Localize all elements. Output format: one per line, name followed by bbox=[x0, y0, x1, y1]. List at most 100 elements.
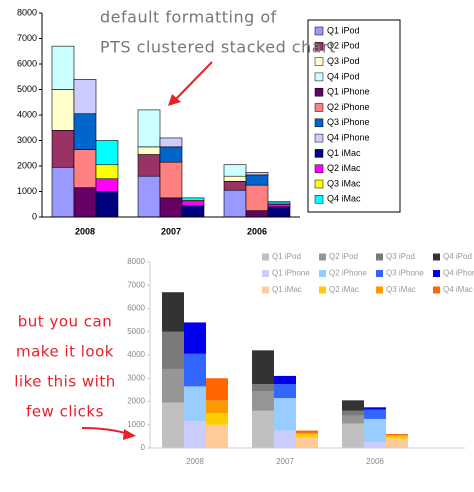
legend-label: Q2 iMac bbox=[327, 163, 361, 173]
bar-segment bbox=[137, 175, 161, 218]
bar-segment bbox=[252, 350, 274, 385]
bar-segment bbox=[162, 402, 184, 448]
legend-swatch bbox=[262, 270, 269, 277]
bar-segment bbox=[206, 378, 228, 401]
bar-segment bbox=[73, 79, 97, 115]
y-tick-label: 8000 bbox=[127, 257, 145, 266]
y-tick-label: 7000 bbox=[127, 280, 145, 289]
x-tick-label: 2008 bbox=[75, 226, 95, 236]
legend-swatch bbox=[433, 286, 440, 294]
bar-segment bbox=[184, 322, 206, 354]
y-tick-label: 7000 bbox=[17, 33, 37, 43]
arrow-head bbox=[168, 94, 181, 106]
bar-segment bbox=[51, 166, 75, 218]
bar-segment bbox=[386, 435, 408, 437]
bar-segment bbox=[267, 203, 291, 208]
legend-label: Q3 iPod bbox=[327, 56, 360, 66]
bar-segment bbox=[274, 384, 296, 399]
bar-segment bbox=[245, 172, 269, 176]
arrow bbox=[81, 427, 129, 435]
legend-label: Q3 iPod bbox=[386, 252, 415, 261]
legend-swatch bbox=[314, 26, 324, 36]
annotation: like this with bbox=[14, 373, 115, 391]
legend-swatch bbox=[262, 253, 269, 261]
x-tick-label: 2006 bbox=[247, 226, 267, 236]
bar-segment bbox=[364, 442, 386, 448]
y-tick-label: 6000 bbox=[127, 304, 145, 313]
bar-segment bbox=[206, 400, 228, 414]
legend-swatch bbox=[376, 270, 383, 277]
bar-segment bbox=[267, 201, 291, 204]
legend-swatch bbox=[314, 103, 324, 112]
legend-swatch bbox=[314, 87, 324, 97]
legend-label: Q2 iPod bbox=[327, 41, 360, 51]
legend-label: Q1 iPhone bbox=[272, 269, 310, 278]
bar-segment bbox=[95, 164, 119, 180]
legend-swatch bbox=[314, 42, 324, 51]
bar-segment bbox=[364, 407, 386, 410]
bar-segment bbox=[159, 197, 183, 218]
legend-label: Q4 iPod bbox=[327, 71, 360, 81]
bar-segment bbox=[274, 375, 296, 385]
legend-swatch bbox=[376, 253, 383, 261]
legend-label: Q1 iMac bbox=[327, 148, 361, 158]
legend-label: Q1 iPod bbox=[327, 25, 360, 35]
legend-swatch bbox=[314, 164, 324, 173]
legend-swatch bbox=[314, 133, 324, 143]
bar-segment bbox=[245, 184, 269, 211]
bar-segment bbox=[252, 384, 274, 392]
y-tick-label: 4000 bbox=[127, 350, 145, 359]
bar-segment bbox=[184, 353, 206, 387]
bar-segment bbox=[184, 386, 206, 422]
bar-segment bbox=[252, 391, 274, 411]
bar-segment bbox=[245, 210, 269, 218]
bar-segment bbox=[386, 434, 408, 436]
bar-segment bbox=[181, 205, 205, 218]
y-tick-label: 5000 bbox=[17, 84, 37, 94]
arrow-head bbox=[123, 429, 136, 440]
annotation: PTS clustered stacked chart bbox=[100, 38, 336, 57]
bar-segment bbox=[162, 292, 184, 332]
bar-segment bbox=[159, 146, 183, 163]
legend-label: Q4 iMac bbox=[327, 194, 361, 204]
legend-label: Q2 iPhone bbox=[327, 102, 370, 112]
legend-swatch bbox=[433, 253, 440, 261]
bar-segment bbox=[206, 413, 228, 425]
legend-label: Q1 iPhone bbox=[327, 87, 370, 97]
bar-segment bbox=[386, 436, 408, 439]
bar-segment bbox=[73, 149, 97, 188]
bar-segment bbox=[159, 137, 183, 148]
legend-label: Q2 iPod bbox=[329, 252, 358, 261]
annotation: default formatting of bbox=[100, 8, 277, 27]
legend-label: Q3 iPhone bbox=[327, 117, 370, 127]
legend-label: Q4 iPhone bbox=[443, 269, 474, 278]
legend-swatch bbox=[314, 149, 324, 158]
legend-label: Q4 iPhone bbox=[327, 132, 370, 142]
y-tick-label: 4000 bbox=[17, 109, 37, 119]
legend-swatch bbox=[314, 57, 324, 66]
legend-swatch bbox=[314, 195, 324, 204]
bar-segment bbox=[342, 415, 364, 424]
y-tick-label: 5000 bbox=[127, 327, 145, 336]
legend-label: Q4 iPod bbox=[443, 252, 472, 261]
bar-segment bbox=[342, 400, 364, 411]
legend-box bbox=[307, 19, 401, 213]
legend-swatch bbox=[319, 270, 326, 277]
bar-segment bbox=[223, 164, 247, 177]
y-tick-label: 8000 bbox=[17, 7, 37, 17]
y-tick-label: 3000 bbox=[17, 135, 37, 145]
bar-segment bbox=[252, 410, 274, 448]
annotation: but you can bbox=[18, 313, 112, 331]
bar-segment bbox=[162, 368, 184, 403]
bar-segment bbox=[342, 410, 364, 416]
legend-label: Q3 iMac bbox=[386, 285, 416, 294]
x-tick-label: 2007 bbox=[161, 226, 181, 236]
bar-segment bbox=[73, 113, 97, 150]
legend-label: Q1 iPod bbox=[272, 252, 301, 261]
bar-segment bbox=[159, 161, 183, 199]
bar-segment bbox=[181, 201, 205, 206]
y-tick-label: 2000 bbox=[127, 397, 145, 406]
x-tick-label: 2008 bbox=[186, 457, 204, 466]
legend-label: Q2 iPhone bbox=[329, 269, 367, 278]
